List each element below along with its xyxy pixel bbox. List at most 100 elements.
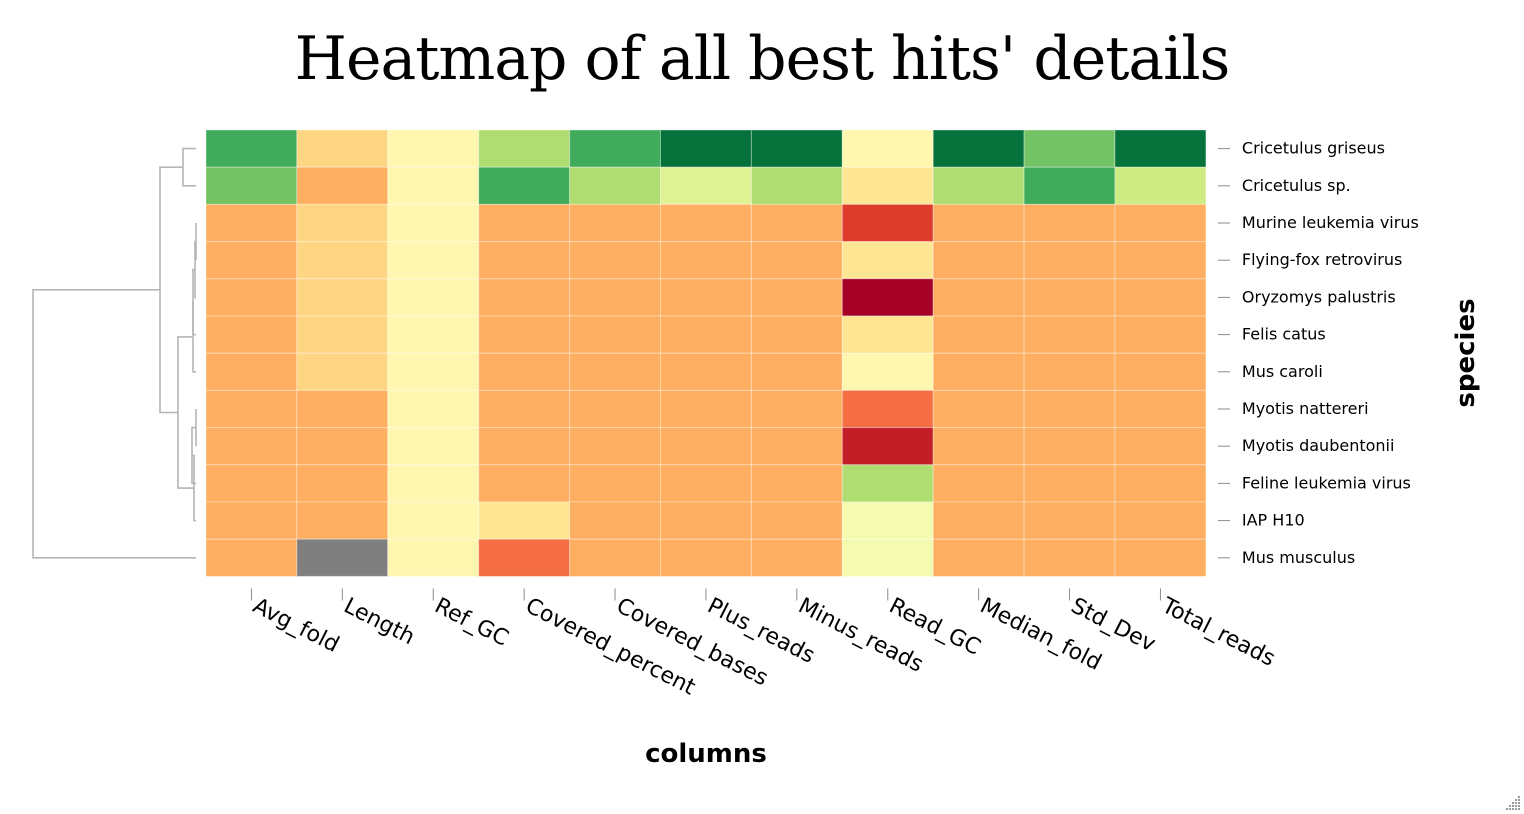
heatmap-cell (478, 129, 571, 168)
heatmap-cell (932, 538, 1025, 577)
column-label: Ref_GC (431, 593, 513, 651)
row-dendrogram (32, 147, 197, 559)
heatmap-cell (1114, 166, 1207, 205)
row-label: IAP H10 (1242, 511, 1305, 530)
row-label: Oryzomys palustris (1242, 287, 1396, 306)
heatmap-cell (296, 129, 389, 168)
heatmap-cell (1023, 501, 1116, 540)
heatmap-cell (569, 203, 661, 243)
heatmap-cell (1023, 241, 1116, 280)
heatmap-cell (296, 501, 389, 540)
heatmap-cell (205, 389, 298, 429)
row-label: Cricetulus griseus (1242, 139, 1385, 158)
heatmap-cells (205, 129, 1207, 577)
heatmap-cell (569, 129, 661, 168)
heatmap-cell (750, 241, 843, 280)
heatmap-cell (569, 166, 661, 205)
heatmap-cell (841, 389, 934, 429)
heatmap-cell (205, 315, 298, 354)
heatmap-cell (478, 203, 571, 243)
heatmap-cell (932, 352, 1025, 391)
heatmap-cell (750, 129, 843, 168)
heatmap-cell (1114, 389, 1207, 429)
heatmap-cell (932, 241, 1025, 280)
heatmap-cell (478, 464, 571, 503)
row-label: Mus musculus (1242, 548, 1355, 567)
heatmap-cell (569, 241, 661, 280)
row-label: Cricetulus sp. (1242, 176, 1351, 195)
heatmap-cell (841, 501, 934, 540)
row-label: Myotis daubentonii (1242, 436, 1395, 455)
heatmap-cell (660, 501, 752, 540)
column-label: Avg_fold (249, 593, 343, 658)
heatmap-cell (387, 241, 480, 280)
column-label: Covered_percent (521, 593, 699, 700)
heatmap-cell (1114, 501, 1207, 540)
heatmap-cell (387, 352, 480, 391)
column-label: Length (340, 593, 419, 650)
heatmap-cell (1114, 427, 1207, 466)
heatmap-cell (841, 427, 934, 466)
heatmap-cell (750, 464, 843, 503)
heatmap-cell (841, 203, 934, 243)
chart-title: Heatmap of all best hits' details (294, 24, 1231, 94)
heatmap-cell (205, 278, 298, 317)
column-label: Total_reads (1157, 593, 1279, 672)
heatmap-cell (1023, 427, 1116, 466)
heatmap-cell (205, 501, 298, 540)
heatmap-cell (1023, 278, 1116, 317)
heatmap-cell (1114, 315, 1207, 354)
heatmap-cell (387, 389, 480, 429)
heatmap-cell (387, 278, 480, 317)
heatmap-cell (296, 315, 389, 354)
heatmap-cell (841, 538, 934, 577)
heatmap-cell (569, 278, 661, 317)
heatmap-cell (569, 315, 661, 354)
heatmap-cell (660, 203, 752, 243)
heatmap-cell (660, 352, 752, 391)
heatmap-cell (296, 427, 389, 466)
heatmap-cell (841, 315, 934, 354)
heatmap-cell (1023, 129, 1116, 168)
heatmap-cell (660, 389, 752, 429)
row-label: Murine leukemia virus (1242, 213, 1419, 232)
heatmap-cell (387, 464, 480, 503)
heatmap-cell (569, 464, 661, 503)
heatmap-cell (1023, 538, 1116, 577)
heatmap-cell (387, 166, 480, 205)
heatmap-cell (841, 166, 934, 205)
heatmap-cell (296, 241, 389, 280)
heatmap-cell (750, 427, 843, 466)
heatmap-cell (932, 129, 1025, 168)
row-label: Flying-fox retrovirus (1242, 250, 1402, 269)
heatmap-cell (296, 352, 389, 391)
heatmap-cell (750, 538, 843, 577)
resize-grip-icon[interactable] (1505, 795, 1521, 811)
heatmap-cell (750, 352, 843, 391)
heatmap-cell (1023, 352, 1116, 391)
heatmap-cell (750, 315, 843, 354)
heatmap-cell (478, 352, 571, 391)
heatmap-cell (841, 241, 934, 280)
heatmap-cell (660, 129, 752, 168)
row-label: Felis catus (1242, 325, 1326, 344)
heatmap-cell (387, 315, 480, 354)
heatmap-cell (569, 501, 661, 540)
row-labels: Cricetulus griseus Cricetulus sp. Murine l… (1217, 139, 1419, 567)
heatmap-cell (296, 464, 389, 503)
heatmap-cell (478, 501, 571, 540)
heatmap-cell (478, 166, 571, 205)
dendrogram-branch (182, 147, 196, 187)
heatmap-cell (1023, 389, 1116, 429)
heatmap-cell (660, 241, 752, 280)
heatmap-cell (296, 203, 389, 243)
heatmap-cell (569, 389, 661, 429)
heatmap-cell (1114, 129, 1207, 168)
heatmap-cell (569, 427, 661, 466)
heatmap-cell (660, 278, 752, 317)
heatmap-cell (478, 389, 571, 429)
heatmap-cell (569, 538, 661, 577)
heatmap-cell (296, 538, 389, 577)
